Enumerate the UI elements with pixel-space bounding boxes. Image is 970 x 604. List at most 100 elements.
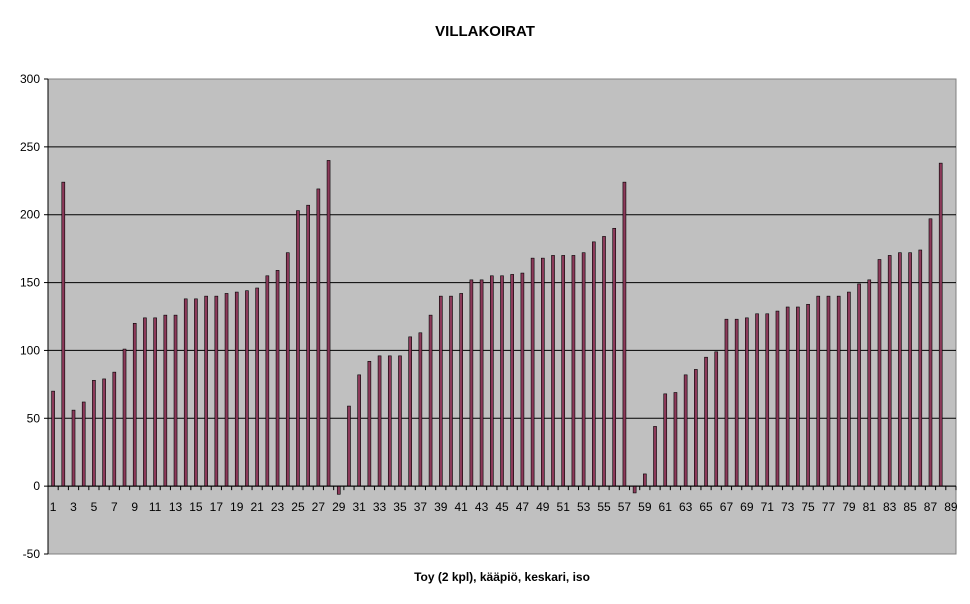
bar-64	[694, 369, 698, 487]
bar-40	[449, 295, 453, 487]
x-tick-label: 3	[70, 500, 77, 514]
bar-46	[510, 274, 515, 487]
bar-36	[408, 336, 412, 487]
bar-48	[530, 257, 535, 487]
chart-title: VILLAKOIRAT	[435, 23, 535, 40]
bar-66	[714, 351, 719, 487]
bar-20	[245, 290, 249, 487]
bar-77	[826, 295, 831, 487]
bar-16	[204, 295, 208, 487]
bar-7	[112, 371, 117, 487]
bar-30	[347, 405, 351, 487]
x-tick-label: 5	[91, 500, 98, 514]
bar-3	[71, 409, 76, 487]
bar-17	[214, 295, 219, 487]
bar-53	[581, 252, 586, 487]
bar-1	[51, 390, 55, 487]
x-tick-label: 9	[131, 500, 138, 514]
x-tick-label: 45	[495, 500, 509, 514]
bar-47	[520, 272, 525, 487]
bar-51	[561, 255, 566, 487]
bar-42	[469, 279, 474, 487]
bar-23	[275, 270, 280, 487]
x-tick-label: 29	[332, 500, 346, 514]
x-tick-label: 17	[210, 500, 224, 514]
x-tick-label: 69	[740, 500, 754, 514]
bar-68	[734, 318, 739, 487]
x-tick-label: 87	[924, 500, 938, 514]
bar-74	[796, 306, 800, 487]
bar-62	[673, 392, 678, 487]
x-tick-label: 49	[536, 500, 550, 514]
bar-4	[81, 401, 86, 487]
x-tick-label: 33	[373, 500, 387, 514]
bar-65	[704, 356, 708, 487]
bar-38	[428, 314, 433, 487]
bar-87	[928, 218, 933, 487]
y-tick-label: 300	[20, 72, 40, 86]
x-tick-label: 15	[189, 500, 203, 514]
x-tick-label: 23	[271, 500, 285, 514]
bar-29	[336, 485, 341, 495]
bar-84	[898, 252, 902, 487]
x-tick-label: 47	[516, 500, 530, 514]
bar-19	[234, 291, 239, 487]
bar-24	[285, 252, 290, 487]
y-tick-label: 150	[20, 276, 40, 290]
bar-58	[632, 485, 637, 494]
x-tick-label: 59	[638, 500, 652, 514]
bars	[48, 160, 956, 495]
y-tick-labels: -50 0 50 100 150 200 250 300	[20, 72, 48, 561]
bar-61	[663, 393, 668, 487]
x-tick-label: 25	[291, 500, 305, 514]
bar-85	[908, 252, 912, 487]
bar-32	[367, 360, 372, 487]
bar-71	[765, 313, 770, 487]
bar-72	[775, 310, 780, 487]
x-tick-label: 39	[434, 500, 448, 514]
x-tick-label: 41	[455, 500, 469, 514]
bar-63	[683, 374, 688, 487]
bar-69	[745, 317, 749, 487]
bar-33	[377, 355, 382, 487]
bar-13	[173, 314, 178, 487]
x-tick-label: 79	[842, 500, 856, 514]
bar-78	[836, 295, 841, 487]
y-tick-label: 0	[33, 479, 40, 493]
x-tick-label: 31	[352, 500, 366, 514]
x-tick-label: 61	[659, 500, 673, 514]
x-tick-label: 21	[250, 500, 264, 514]
bar-21	[255, 287, 259, 487]
y-tick-label: 250	[20, 140, 40, 154]
bar-73	[785, 306, 790, 487]
x-tick-label: 37	[414, 500, 428, 514]
x-tick-label: 53	[577, 500, 591, 514]
bar-82	[877, 259, 882, 487]
x-tick-label: 51	[557, 500, 571, 514]
x-tick-label: 57	[618, 500, 632, 514]
bar-59	[643, 473, 647, 487]
x-tick-label: 73	[781, 500, 795, 514]
x-tick-labels: 1 3 5 7 9 11 13 15 17 19 21 23 25 27 29 31 33 35 37 39 41 43 4…	[47, 486, 958, 514]
bar-55	[602, 236, 606, 487]
bar-60	[653, 426, 657, 487]
bar-28	[326, 160, 331, 487]
x-tick-label: 67	[720, 500, 734, 514]
bar-70	[755, 313, 759, 487]
x-tick-label: 13	[169, 500, 183, 514]
bar-34	[387, 355, 392, 487]
bar-52	[571, 255, 576, 487]
bar-54	[592, 241, 596, 487]
bar-27	[316, 188, 321, 487]
bar-8	[122, 348, 127, 487]
x-tick-label: 19	[230, 500, 244, 514]
x-tick-label: 55	[597, 500, 611, 514]
bar-5	[92, 379, 96, 487]
bar-83	[887, 255, 892, 487]
x-axis-label: Toy (2 kpl), kääpiö, keskari, iso	[414, 570, 590, 584]
bar-31	[357, 374, 361, 487]
bar-25	[296, 210, 300, 487]
bar-39	[438, 295, 443, 487]
bar-57	[622, 181, 627, 487]
